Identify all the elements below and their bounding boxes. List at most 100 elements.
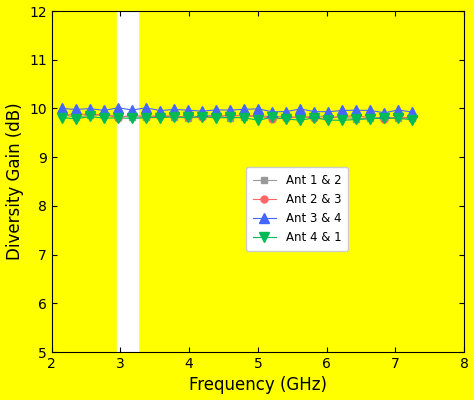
Ant 3 & 4 xyxy=(185,108,191,112)
Ant 1 & 2 xyxy=(129,114,135,119)
Ant 1 & 2 xyxy=(367,116,373,120)
Bar xyxy=(117,11,137,352)
Ant 4 & 1 xyxy=(200,114,205,119)
Ant 1 & 2 xyxy=(283,114,289,119)
Ant 4 & 1 xyxy=(269,115,275,120)
Ant 4 & 1 xyxy=(241,115,247,120)
Ant 1 & 2 xyxy=(228,116,233,121)
Ant 4 & 1 xyxy=(255,118,261,123)
Ant 3 & 4 xyxy=(410,110,415,114)
Ant 4 & 1 xyxy=(228,115,233,120)
Ant 1 & 2 xyxy=(59,112,65,117)
Ant 3 & 4 xyxy=(200,109,205,114)
Ant 2 & 3 xyxy=(59,113,65,118)
Ant 1 & 2 xyxy=(396,116,401,120)
Ant 2 & 3 xyxy=(200,115,205,120)
Line: Ant 4 & 1: Ant 4 & 1 xyxy=(57,112,417,125)
Ant 1 & 2 xyxy=(200,114,205,118)
Ant 3 & 4 xyxy=(241,107,247,112)
Ant 1 & 2 xyxy=(87,113,93,118)
Ant 2 & 3 xyxy=(115,115,121,120)
Ant 2 & 3 xyxy=(269,116,275,121)
Ant 1 & 2 xyxy=(157,113,163,118)
Ant 2 & 3 xyxy=(185,115,191,120)
Ant 2 & 3 xyxy=(255,114,261,118)
Ant 2 & 3 xyxy=(73,112,79,117)
Ant 4 & 1 xyxy=(115,116,121,120)
Ant 3 & 4 xyxy=(228,108,233,112)
Ant 3 & 4 xyxy=(298,106,303,111)
Ant 1 & 2 xyxy=(213,113,219,118)
Ant 1 & 2 xyxy=(101,112,107,117)
Ant 1 & 2 xyxy=(143,115,149,120)
Ant 1 & 2 xyxy=(73,115,79,120)
Ant 1 & 2 xyxy=(410,116,415,120)
Ant 2 & 3 xyxy=(326,116,331,121)
Ant 2 & 3 xyxy=(283,116,289,121)
X-axis label: Frequency (GHz): Frequency (GHz) xyxy=(189,376,327,394)
Ant 2 & 3 xyxy=(87,112,93,117)
Ant 1 & 2 xyxy=(171,115,177,120)
Ant 3 & 4 xyxy=(311,109,317,114)
Ant 3 & 4 xyxy=(171,107,177,112)
Ant 2 & 3 xyxy=(367,115,373,120)
Line: Ant 3 & 4: Ant 3 & 4 xyxy=(57,103,417,118)
Ant 1 & 2 xyxy=(339,115,345,120)
Ant 3 & 4 xyxy=(396,108,401,112)
Ant 1 & 2 xyxy=(241,114,247,119)
Ant 2 & 3 xyxy=(129,113,135,118)
Ant 4 & 1 xyxy=(171,115,177,120)
Ant 4 & 1 xyxy=(354,117,359,122)
Ant 4 & 1 xyxy=(298,118,303,122)
Ant 4 & 1 xyxy=(367,116,373,121)
Ant 4 & 1 xyxy=(410,117,415,122)
Ant 4 & 1 xyxy=(396,116,401,121)
Ant 4 & 1 xyxy=(73,116,79,121)
Ant 3 & 4 xyxy=(115,105,121,110)
Ant 1 & 2 xyxy=(269,114,275,119)
Y-axis label: Diversity Gain (dB): Diversity Gain (dB) xyxy=(6,103,24,260)
Ant 3 & 4 xyxy=(283,109,289,114)
Ant 2 & 3 xyxy=(298,114,303,119)
Ant 2 & 3 xyxy=(213,114,219,118)
Ant 3 & 4 xyxy=(382,110,387,115)
Ant 3 & 4 xyxy=(339,108,345,113)
Ant 4 & 1 xyxy=(87,114,93,119)
Ant 1 & 2 xyxy=(326,114,331,119)
Ant 4 & 1 xyxy=(382,116,387,120)
Ant 4 & 1 xyxy=(339,118,345,123)
Ant 4 & 1 xyxy=(101,116,107,121)
Line: Ant 1 & 2: Ant 1 & 2 xyxy=(59,111,416,122)
Ant 2 & 3 xyxy=(143,114,149,119)
Ant 4 & 1 xyxy=(143,115,149,120)
Ant 2 & 3 xyxy=(101,112,107,117)
Ant 1 & 2 xyxy=(255,114,261,118)
Ant 3 & 4 xyxy=(255,106,261,111)
Ant 1 & 2 xyxy=(185,116,191,120)
Legend: Ant 1 & 2, Ant 2 & 3, Ant 3 & 4, Ant 4 & 1: Ant 1 & 2, Ant 2 & 3, Ant 3 & 4, Ant 4 &… xyxy=(246,167,348,251)
Ant 2 & 3 xyxy=(311,116,317,120)
Ant 3 & 4 xyxy=(129,108,135,112)
Ant 4 & 1 xyxy=(213,116,219,120)
Ant 2 & 3 xyxy=(410,116,415,120)
Ant 2 & 3 xyxy=(354,114,359,118)
Ant 3 & 4 xyxy=(101,108,107,113)
Ant 2 & 3 xyxy=(382,116,387,121)
Ant 1 & 2 xyxy=(382,115,387,120)
Ant 3 & 4 xyxy=(157,108,163,113)
Ant 3 & 4 xyxy=(59,106,65,111)
Ant 4 & 1 xyxy=(326,118,331,122)
Ant 3 & 4 xyxy=(143,106,149,110)
Ant 2 & 3 xyxy=(396,114,401,119)
Ant 4 & 1 xyxy=(185,115,191,120)
Ant 4 & 1 xyxy=(129,116,135,121)
Ant 3 & 4 xyxy=(269,110,275,114)
Ant 1 & 2 xyxy=(354,116,359,121)
Ant 1 & 2 xyxy=(298,116,303,120)
Ant 3 & 4 xyxy=(87,106,93,111)
Line: Ant 2 & 3: Ant 2 & 3 xyxy=(59,111,416,122)
Ant 4 & 1 xyxy=(59,115,65,120)
Ant 2 & 3 xyxy=(228,113,233,118)
Ant 1 & 2 xyxy=(115,114,121,118)
Ant 4 & 1 xyxy=(311,116,317,120)
